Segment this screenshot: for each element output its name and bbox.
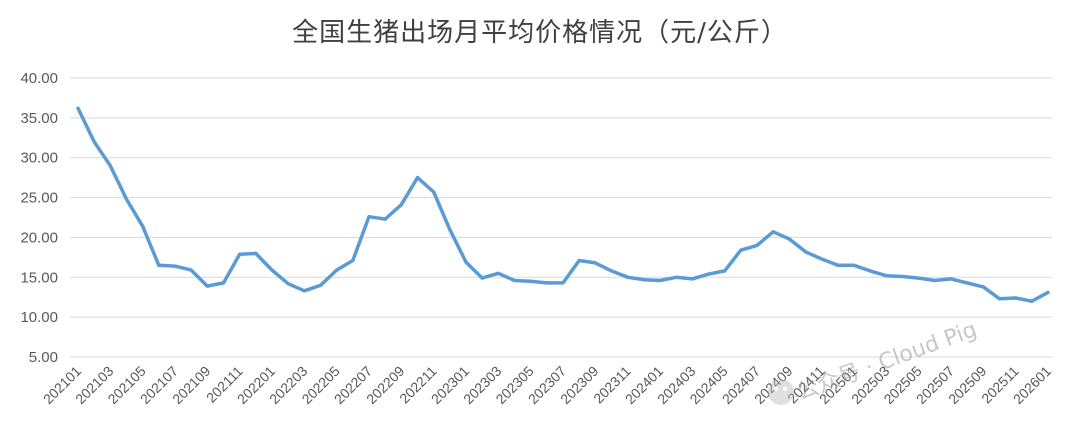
wechat-logo-icon: [768, 379, 794, 405]
data-point: [351, 258, 355, 263]
data-point: [286, 282, 290, 286]
series-line: [76, 106, 1050, 303]
data-point: [108, 164, 112, 168]
data-point: [626, 275, 630, 279]
data-point: [221, 281, 226, 285]
y-tick-label: 35.00: [20, 110, 58, 127]
data-point: [561, 281, 565, 285]
data-point: [820, 257, 824, 261]
data-point: [496, 271, 500, 275]
data-point: [739, 248, 743, 252]
y-tick-label: 30.00: [20, 150, 58, 167]
data-point: [836, 263, 840, 267]
data-point: [270, 268, 274, 272]
data-point: [76, 106, 80, 110]
data-point: [1046, 290, 1050, 295]
series-layer: [76, 106, 1050, 303]
data-point: [593, 261, 597, 265]
data-point: [448, 227, 452, 232]
data-point: [173, 264, 177, 268]
data-point: [803, 250, 808, 254]
data-point: [480, 276, 484, 280]
y-tick-label: 15.00: [20, 269, 58, 286]
x-axis-ticks: 2021012021032021052021072021092021112022…: [40, 363, 1054, 407]
y-tick-label: 40.00: [20, 70, 58, 87]
data-point: [884, 274, 888, 278]
data-point: [949, 277, 953, 281]
data-point: [900, 274, 905, 279]
data-point: [852, 263, 856, 267]
data-point: [464, 260, 468, 264]
y-tick-label: 5.00: [29, 349, 58, 366]
data-point: [1014, 296, 1018, 300]
data-point: [205, 284, 209, 288]
data-point: [917, 276, 921, 280]
data-point: [868, 269, 872, 273]
data-point: [512, 278, 517, 283]
gridlines: [70, 77, 1052, 358]
y-tick-label: 10.00: [20, 309, 58, 326]
data-point: [92, 140, 96, 144]
data-point: [965, 281, 969, 285]
data-point: [658, 278, 662, 283]
data-point: [690, 277, 694, 281]
data-point: [157, 263, 161, 267]
data-point: [1030, 299, 1034, 303]
data-point: [254, 251, 258, 255]
data-point: [674, 275, 678, 279]
chart-title: 全国生猪出场月平均价格情况（元/公斤）: [292, 18, 788, 48]
y-tick-label: 20.00: [20, 229, 58, 246]
data-point: [577, 258, 581, 263]
data-point: [399, 203, 403, 207]
data-point: [642, 278, 646, 282]
data-point: [997, 297, 1002, 301]
wechat-logo-eye-right: [783, 387, 787, 391]
data-point: [771, 230, 775, 234]
data-point: [141, 224, 145, 228]
data-point: [755, 243, 759, 247]
data-point: [415, 176, 420, 180]
data-point: [787, 237, 791, 241]
data-point: [981, 285, 985, 289]
data-point: [933, 278, 937, 283]
y-tick-label: 25.00: [20, 190, 58, 207]
y-axis-ticks: 5.00 10.00 15.00 20.00 25.00 30.00 35.00 40.00: [20, 70, 58, 366]
data-point: [124, 197, 129, 201]
data-point: [302, 289, 306, 293]
data-point: [189, 268, 193, 272]
data-point: [432, 190, 436, 194]
data-point: [609, 269, 614, 273]
data-point: [318, 283, 323, 287]
data-point: [238, 252, 242, 256]
data-point: [367, 215, 371, 219]
data-point: [545, 281, 549, 285]
data-point: [383, 217, 387, 221]
data-point: [723, 269, 727, 273]
data-point: [335, 268, 339, 272]
wechat-logo-eye-left: [774, 387, 778, 391]
data-point: [529, 279, 533, 283]
data-point: [706, 272, 711, 276]
